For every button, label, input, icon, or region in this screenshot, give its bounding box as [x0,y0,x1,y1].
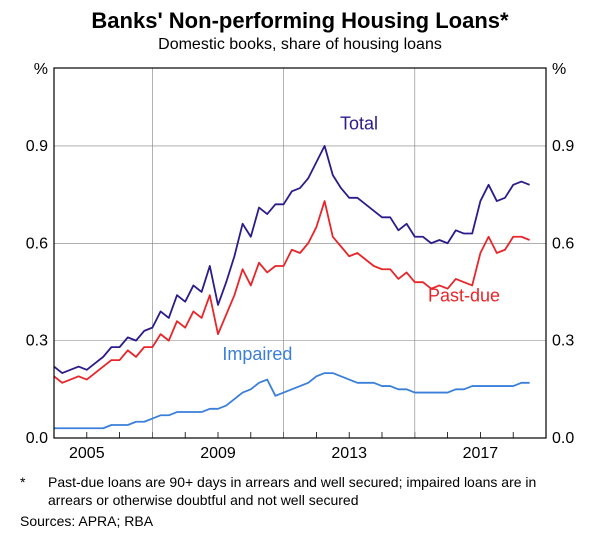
svg-text:0.6: 0.6 [26,235,48,252]
svg-text:2017: 2017 [463,445,499,462]
svg-text:2013: 2013 [331,445,367,462]
svg-text:Impaired: Impaired [222,344,292,364]
chart-subtitle: Domestic books, share of housing loans [0,34,600,58]
svg-text:Total: Total [340,114,378,134]
svg-text:0.3: 0.3 [26,333,48,350]
svg-text:0.0: 0.0 [552,430,574,447]
svg-text:%: % [552,61,566,78]
chart-container: Banks' Non-performing Housing Loans* Dom… [0,0,600,554]
footnote-star: * [20,474,48,509]
svg-text:2009: 2009 [200,445,236,462]
sources-text: Sources: APRA; RBA [0,509,600,529]
svg-text:0.9: 0.9 [26,138,48,155]
svg-text:0.0: 0.0 [26,430,48,447]
chart-title: Banks' Non-performing Housing Loans* [0,0,600,34]
svg-text:0.6: 0.6 [552,235,574,252]
chart-plot-area: 0.0 0.0 0.3 0.3 0.6 0.6 0.9 0.9%% 2005 2009 2013 20… [0,58,600,468]
svg-text:2005: 2005 [69,445,105,462]
footnote-text: Past-due loans are 90+ days in arrears a… [48,474,580,509]
svg-text:Past-due: Past-due [428,286,500,306]
line-chart-svg: 0.0 0.0 0.3 0.3 0.6 0.6 0.9 0.9%% 2005 2009 2013 20… [0,58,600,468]
svg-text:%: % [34,61,48,78]
svg-text:0.9: 0.9 [552,138,574,155]
footnote: * Past-due loans are 90+ days in arrears… [0,468,600,509]
svg-text:0.3: 0.3 [552,333,574,350]
